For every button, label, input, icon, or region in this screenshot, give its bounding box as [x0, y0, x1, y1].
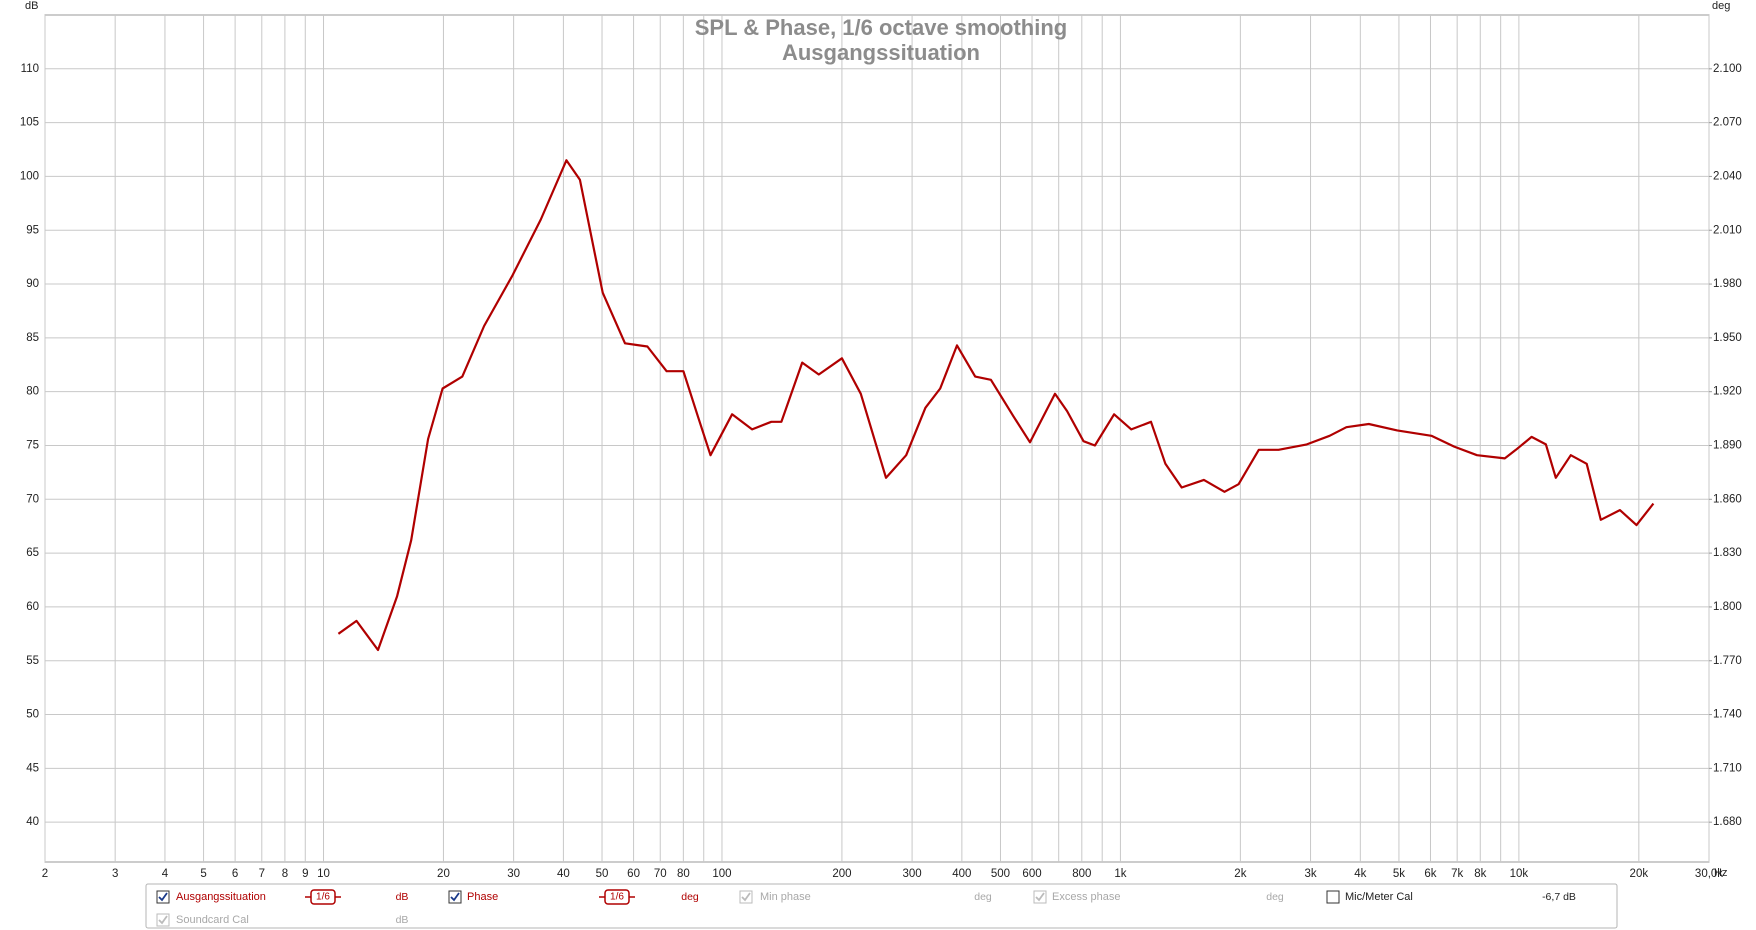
x-tick-label: 8k — [1474, 868, 1486, 880]
y2-tick-label: 2.070 — [1713, 117, 1742, 129]
y-tick-label: 110 — [21, 63, 39, 75]
checkbox[interactable] — [448, 890, 462, 904]
checkmark — [158, 915, 168, 925]
control-label: Soundcard Cal — [176, 914, 249, 926]
smoothing-label: 1/6 — [316, 892, 330, 903]
control-unit: dB — [396, 891, 409, 903]
y-tick-label: 55 — [26, 655, 39, 667]
y-tick-label: 85 — [26, 332, 39, 344]
legend-panel — [145, 883, 1618, 929]
control-label: Ausgangssituation — [176, 891, 266, 903]
x-tick-label: 60 — [627, 868, 640, 880]
y-tick-label: 50 — [26, 709, 39, 721]
x-tick-label: 400 — [952, 868, 971, 880]
x-tick-label: 8 — [282, 868, 288, 880]
x-tick-label: 50 — [596, 868, 609, 880]
x-tick-label: 2k — [1234, 868, 1246, 880]
x-tick-label: 7k — [1451, 868, 1463, 880]
y-axis-label: dB — [25, 0, 38, 12]
checkbox[interactable] — [1326, 890, 1340, 904]
x-tick-label: 4 — [162, 868, 169, 880]
control-label: Min phase — [760, 891, 811, 903]
x-tick-label: 6k — [1424, 868, 1436, 880]
checkmark — [450, 892, 460, 902]
chart-title: SPL & Phase, 1/6 octave smoothing — [695, 15, 1068, 40]
x-tick-label: 10 — [317, 868, 330, 880]
smoothing-label: 1/6 — [610, 892, 624, 903]
y-tick-label: 80 — [26, 386, 39, 398]
y-tick-label: 60 — [26, 601, 39, 613]
y-tick-label: 90 — [26, 278, 39, 290]
x-tick-label: 20k — [1630, 868, 1649, 880]
y2-tick-label: 1.740 — [1713, 709, 1742, 721]
control-unit: dB — [396, 914, 409, 926]
x-tick-label: 200 — [832, 868, 851, 880]
x-tick-label: 20 — [437, 868, 450, 880]
y2-axis-label: deg — [1712, 0, 1730, 12]
x-tick-label: 800 — [1072, 868, 1091, 880]
x-tick-label: 4k — [1354, 868, 1366, 880]
y-tick-label: 95 — [26, 224, 39, 236]
x-tick-label: 10k — [1510, 868, 1529, 880]
y2-tick-label: 1.770 — [1713, 655, 1742, 667]
data-line — [337, 159, 1655, 652]
x-tick-label: 1k — [1114, 868, 1126, 880]
y-tick-label: 45 — [26, 762, 39, 774]
y2-tick-label: 2.010 — [1713, 224, 1742, 236]
control-unit: deg — [974, 891, 992, 903]
y2-tick-label: 1.920 — [1713, 386, 1742, 398]
y2-tick-label: 2.100 — [1713, 63, 1742, 75]
plot-frame — [44, 14, 1710, 863]
control-label: Mic/Meter Cal — [1345, 891, 1413, 903]
y2-tick-label: 1.680 — [1713, 816, 1742, 828]
y2-tick-label: 2.040 — [1713, 170, 1742, 182]
y2-tick-label: 1.890 — [1713, 440, 1742, 452]
control-label: Phase — [467, 891, 498, 903]
control-value: -6,7 dB — [1542, 891, 1576, 903]
checkbox[interactable] — [1033, 890, 1047, 904]
x-tick-label: 5 — [200, 868, 206, 880]
y2-tick-label: 1.860 — [1713, 493, 1742, 505]
y2-tick-label: 1.710 — [1713, 762, 1742, 774]
x-tick-label: 9 — [302, 868, 308, 880]
checkmark — [158, 892, 168, 902]
x-tick-label: 3k — [1304, 868, 1316, 880]
x-axis-label: Hz — [1714, 867, 1727, 879]
checkmark — [741, 892, 751, 902]
control-unit: deg — [681, 891, 699, 903]
x-tick-label: 2 — [42, 868, 48, 880]
x-tick-label: 7 — [259, 868, 265, 880]
y-tick-label: 105 — [20, 117, 39, 129]
x-tick-label: 500 — [991, 868, 1010, 880]
x-tick-label: 6 — [232, 868, 238, 880]
y-tick-label: 40 — [26, 816, 39, 828]
control-label: Excess phase — [1052, 891, 1120, 903]
x-tick-label: 100 — [712, 868, 731, 880]
checkbox[interactable] — [156, 890, 170, 904]
x-tick-label: 600 — [1022, 868, 1041, 880]
x-tick-label: 80 — [677, 868, 690, 880]
x-tick-label: 5k — [1393, 868, 1405, 880]
y-tick-label: 70 — [26, 493, 39, 505]
x-tick-label: 40 — [557, 868, 570, 880]
y2-tick-label: 1.830 — [1713, 547, 1742, 559]
x-tick-label: 30,0k — [1695, 868, 1723, 880]
checkbox[interactable] — [156, 913, 170, 927]
x-tick-label: 70 — [654, 868, 667, 880]
checkbox[interactable] — [739, 890, 753, 904]
x-tick-label: 30 — [507, 868, 520, 880]
x-tick-label: 3 — [112, 868, 118, 880]
y2-tick-label: 1.800 — [1713, 601, 1742, 613]
y-tick-label: 75 — [26, 440, 39, 452]
y2-tick-label: 1.950 — [1713, 332, 1742, 344]
chart-subtitle: Ausgangssituation — [782, 40, 980, 65]
x-tick-label: 300 — [902, 868, 921, 880]
control-unit: deg — [1266, 891, 1284, 903]
y2-tick-label: 1.980 — [1713, 278, 1742, 290]
y-tick-label: 100 — [20, 170, 39, 182]
checkmark — [1035, 892, 1045, 902]
y-tick-label: 65 — [26, 547, 39, 559]
